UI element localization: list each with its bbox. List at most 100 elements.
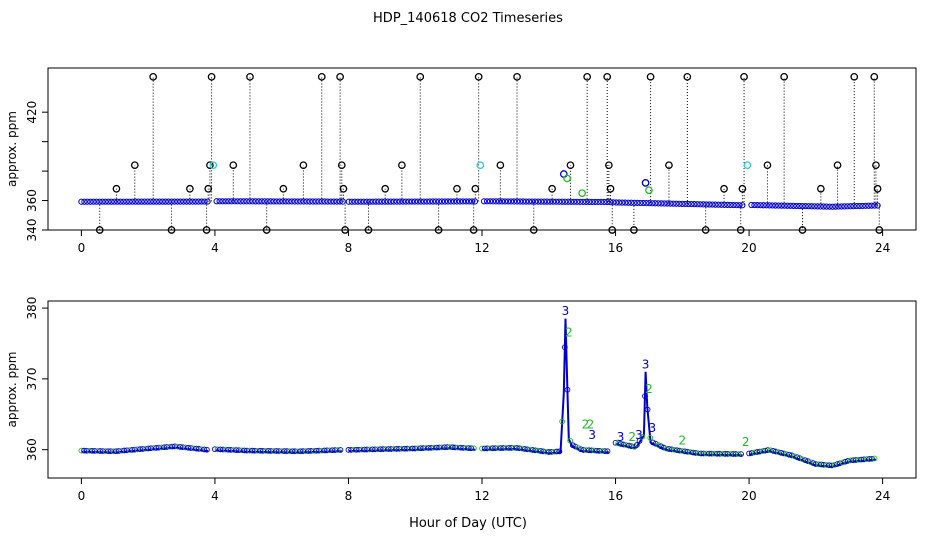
data-point bbox=[228, 198, 235, 205]
data-point bbox=[818, 461, 825, 468]
data-point bbox=[339, 198, 346, 205]
data-point bbox=[646, 200, 653, 207]
data-point bbox=[363, 198, 370, 205]
data-point bbox=[484, 445, 491, 452]
data-point bbox=[196, 446, 202, 452]
y-tick-label: 420 bbox=[25, 101, 39, 124]
outlier-point bbox=[833, 161, 842, 170]
outlier-point bbox=[469, 226, 478, 234]
data-point bbox=[855, 456, 862, 463]
highlight-point bbox=[578, 189, 587, 198]
data-point bbox=[246, 447, 253, 454]
data-point bbox=[162, 198, 169, 205]
data-point bbox=[144, 198, 151, 205]
data-point bbox=[297, 198, 304, 205]
data-point bbox=[405, 198, 412, 205]
data-point bbox=[161, 444, 168, 451]
data-point bbox=[658, 200, 665, 207]
data-point bbox=[444, 198, 452, 205]
data-point bbox=[802, 203, 809, 210]
data-point bbox=[258, 198, 265, 205]
data-point bbox=[316, 447, 322, 454]
data-point bbox=[805, 203, 812, 210]
data-point bbox=[163, 444, 170, 450]
data-point bbox=[431, 444, 437, 451]
digit-label: 2 bbox=[628, 430, 636, 444]
data-point bbox=[841, 203, 848, 210]
data-point bbox=[348, 198, 355, 205]
data-point bbox=[684, 448, 691, 455]
data-point bbox=[138, 198, 145, 205]
data-point bbox=[396, 445, 403, 452]
data-point bbox=[284, 448, 290, 455]
outlier-point bbox=[496, 161, 505, 170]
data-point bbox=[709, 201, 716, 208]
data-point bbox=[131, 446, 138, 453]
data-point bbox=[644, 406, 651, 413]
data-point bbox=[625, 199, 632, 206]
data-point bbox=[604, 448, 611, 455]
data-point bbox=[404, 445, 411, 452]
digit-label: 2 bbox=[565, 325, 573, 339]
data-point bbox=[610, 199, 617, 206]
data-point bbox=[374, 446, 381, 453]
data-point bbox=[369, 446, 376, 453]
data-point bbox=[220, 446, 226, 453]
data-point bbox=[174, 198, 181, 205]
data-point bbox=[452, 444, 459, 451]
data-point bbox=[291, 198, 298, 205]
data-point bbox=[598, 198, 605, 206]
data-point bbox=[123, 447, 130, 454]
data-point bbox=[550, 198, 557, 205]
data-point bbox=[616, 199, 623, 206]
data-point bbox=[604, 198, 611, 206]
data-point bbox=[423, 445, 429, 451]
data-point bbox=[89, 447, 95, 454]
data-point bbox=[326, 447, 333, 454]
outlier-point bbox=[398, 161, 406, 170]
data-point bbox=[569, 442, 576, 449]
outlier-point bbox=[646, 72, 655, 81]
data-point bbox=[388, 446, 395, 452]
data-point bbox=[126, 447, 133, 453]
data-point bbox=[310, 447, 317, 454]
data-point bbox=[711, 450, 718, 457]
data-point bbox=[87, 198, 94, 205]
data-point bbox=[679, 448, 686, 454]
data-point bbox=[869, 455, 875, 462]
data-point bbox=[847, 457, 854, 464]
data-point bbox=[663, 445, 670, 452]
x-tick-label: 8 bbox=[345, 241, 353, 255]
outlier-point bbox=[341, 226, 349, 234]
figure-title: HDP_140618 CO2 Timeseries bbox=[373, 11, 563, 26]
data-point bbox=[185, 444, 192, 451]
data-point bbox=[110, 448, 117, 455]
data-point bbox=[571, 198, 578, 205]
data-point bbox=[216, 198, 223, 205]
data-point bbox=[166, 443, 173, 450]
highlight-point bbox=[645, 186, 653, 195]
data-point bbox=[588, 447, 595, 454]
outlier-point bbox=[875, 226, 884, 234]
data-point bbox=[770, 448, 776, 454]
data-point bbox=[139, 446, 146, 452]
data-point bbox=[839, 459, 846, 466]
data-point bbox=[647, 435, 654, 441]
data-point bbox=[438, 198, 446, 205]
data-point bbox=[244, 447, 250, 454]
data-point bbox=[793, 202, 800, 210]
data-point bbox=[385, 446, 392, 452]
data-point bbox=[823, 462, 830, 468]
data-point bbox=[252, 447, 258, 454]
data-point bbox=[628, 199, 635, 206]
outlier-point bbox=[872, 161, 880, 170]
data-point bbox=[192, 198, 199, 205]
data-point bbox=[838, 203, 845, 210]
data-point bbox=[553, 448, 560, 455]
data-point bbox=[738, 451, 744, 457]
data-point bbox=[254, 447, 261, 454]
data-point bbox=[237, 198, 244, 205]
data-point bbox=[468, 198, 476, 205]
data-point bbox=[390, 198, 397, 205]
data-point bbox=[519, 198, 527, 205]
